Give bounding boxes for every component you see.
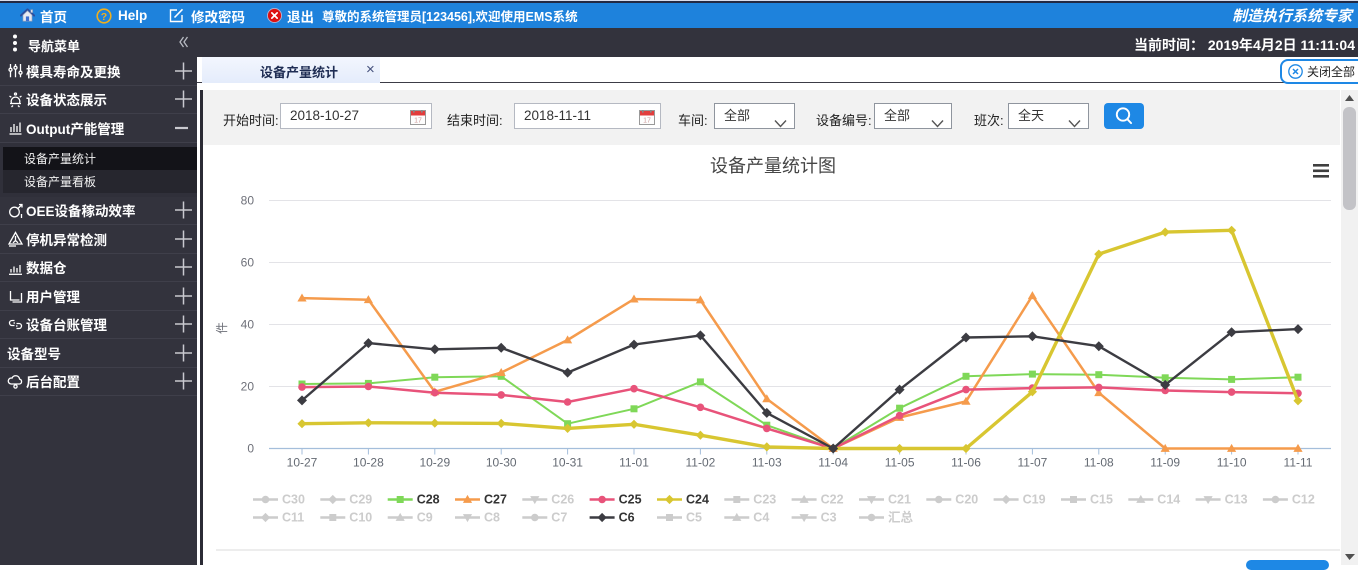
svg-text:11-08: 11-08	[1084, 456, 1114, 470]
svg-text:11-03: 11-03	[752, 456, 782, 470]
svg-text:17: 17	[414, 118, 422, 125]
svg-text:汇总: 汇总	[888, 510, 914, 525]
svg-text:C27: C27	[484, 493, 507, 507]
svg-text:C24: C24	[686, 493, 709, 507]
svg-text:11-09: 11-09	[1150, 456, 1180, 470]
svg-text:设备产量统计图: 设备产量统计图	[710, 156, 836, 176]
svg-text:C8: C8	[484, 511, 500, 525]
svg-text:10-27: 10-27	[287, 456, 318, 470]
svg-text:C21: C21	[888, 493, 911, 507]
svg-text:11-04: 11-04	[818, 456, 848, 470]
svg-text:10-31: 10-31	[552, 456, 583, 470]
svg-text:C10: C10	[349, 511, 372, 525]
svg-text:11-02: 11-02	[685, 456, 715, 470]
svg-text:C30: C30	[282, 493, 305, 507]
svg-text:C28: C28	[417, 493, 440, 507]
svg-text:C19: C19	[1023, 493, 1046, 507]
svg-text:40: 40	[241, 318, 255, 332]
svg-text:C14: C14	[1157, 493, 1180, 507]
svg-text:C15: C15	[1090, 493, 1113, 507]
svg-text:C4: C4	[753, 511, 769, 525]
svg-text:C7: C7	[551, 511, 567, 525]
svg-text:C25: C25	[619, 493, 642, 507]
svg-text:C5: C5	[686, 511, 702, 525]
svg-text:C12: C12	[1292, 493, 1315, 507]
svg-text:C26: C26	[551, 493, 574, 507]
svg-text:0: 0	[247, 442, 254, 456]
svg-text:C11: C11	[282, 511, 304, 525]
svg-text:C29: C29	[349, 493, 372, 507]
svg-text:C23: C23	[753, 493, 776, 507]
svg-text:C9: C9	[417, 511, 433, 525]
svg-text:10-28: 10-28	[353, 456, 384, 470]
svg-text:11-05: 11-05	[885, 456, 915, 470]
svg-text:C6: C6	[619, 511, 635, 525]
svg-text:?: ?	[101, 11, 107, 23]
svg-text:C22: C22	[821, 493, 844, 507]
svg-text:11-10: 11-10	[1217, 456, 1247, 470]
svg-text:10-30: 10-30	[486, 456, 517, 470]
svg-text:10-29: 10-29	[419, 456, 450, 470]
svg-text:20: 20	[241, 380, 255, 394]
svg-text:17: 17	[643, 118, 651, 125]
svg-text:11-06: 11-06	[951, 456, 981, 470]
svg-text:11-01: 11-01	[619, 456, 649, 470]
svg-text:C3: C3	[821, 511, 837, 525]
svg-text:80: 80	[241, 194, 255, 208]
svg-text:C20: C20	[955, 493, 978, 507]
svg-text:60: 60	[241, 256, 255, 270]
svg-text:件: 件	[213, 322, 230, 334]
svg-text:11-11: 11-11	[1284, 456, 1313, 470]
svg-text:11-07: 11-07	[1017, 456, 1047, 470]
svg-text:C13: C13	[1225, 493, 1248, 507]
